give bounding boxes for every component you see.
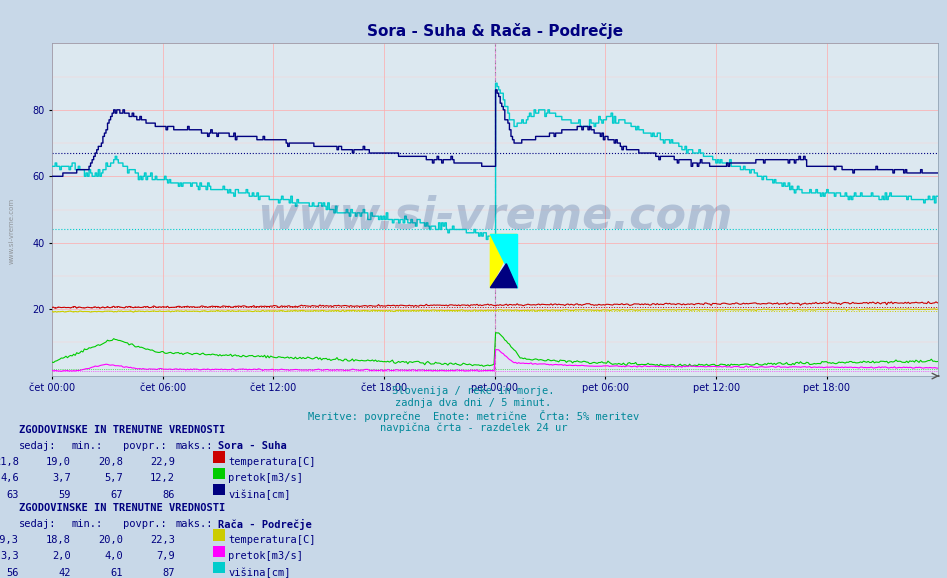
Text: min.:: min.:	[71, 441, 102, 451]
Text: višina[cm]: višina[cm]	[228, 568, 291, 578]
Text: povpr.:: povpr.:	[123, 441, 167, 451]
Text: 20,0: 20,0	[98, 535, 123, 545]
Text: 20,8: 20,8	[98, 457, 123, 467]
Text: 67: 67	[111, 490, 123, 499]
Text: 22,9: 22,9	[151, 457, 175, 467]
Text: 56: 56	[7, 568, 19, 577]
Text: pretok[m3/s]: pretok[m3/s]	[228, 551, 303, 561]
Text: temperatura[C]: temperatura[C]	[228, 457, 315, 467]
Text: višina[cm]: višina[cm]	[228, 490, 291, 500]
Text: 87: 87	[163, 568, 175, 577]
Text: 5,7: 5,7	[104, 473, 123, 483]
Text: 18,8: 18,8	[46, 535, 71, 545]
Text: maks.:: maks.:	[175, 519, 213, 529]
Text: 61: 61	[111, 568, 123, 577]
Text: 21,8: 21,8	[0, 457, 19, 467]
Text: pretok[m3/s]: pretok[m3/s]	[228, 473, 303, 483]
Text: povpr.:: povpr.:	[123, 519, 167, 529]
Text: ZGODOVINSKE IN TRENUTNE VREDNOSTI: ZGODOVINSKE IN TRENUTNE VREDNOSTI	[19, 425, 225, 435]
Text: navpična črta - razdelek 24 ur: navpična črta - razdelek 24 ur	[380, 423, 567, 433]
Text: 12,2: 12,2	[151, 473, 175, 483]
Polygon shape	[491, 264, 517, 288]
Polygon shape	[491, 235, 517, 288]
Text: www.si-vreme.com: www.si-vreme.com	[9, 198, 14, 264]
Text: sedaj:: sedaj:	[19, 519, 57, 529]
Text: min.:: min.:	[71, 519, 102, 529]
Polygon shape	[491, 235, 517, 288]
Text: 7,9: 7,9	[156, 551, 175, 561]
Text: 4,0: 4,0	[104, 551, 123, 561]
Text: 42: 42	[59, 568, 71, 577]
Text: 2,0: 2,0	[52, 551, 71, 561]
Text: ZGODOVINSKE IN TRENUTNE VREDNOSTI: ZGODOVINSKE IN TRENUTNE VREDNOSTI	[19, 503, 225, 513]
Text: maks.:: maks.:	[175, 441, 213, 451]
Text: Meritve: povprečne  Enote: metrične  Črta: 5% meritev: Meritve: povprečne Enote: metrične Črta:…	[308, 410, 639, 423]
Text: 19,3: 19,3	[0, 535, 19, 545]
Text: zadnja dva dni / 5 minut.: zadnja dva dni / 5 minut.	[396, 398, 551, 408]
Text: 86: 86	[163, 490, 175, 499]
Text: 19,0: 19,0	[46, 457, 71, 467]
Text: temperatura[C]: temperatura[C]	[228, 535, 315, 545]
Text: 22,3: 22,3	[151, 535, 175, 545]
Text: 3,3: 3,3	[0, 551, 19, 561]
Text: Slovenija / reke in morje.: Slovenija / reke in morje.	[392, 386, 555, 396]
Title: Sora - Suha & Rača - Podrečje: Sora - Suha & Rača - Podrečje	[366, 23, 623, 39]
Text: sedaj:: sedaj:	[19, 441, 57, 451]
Text: 4,6: 4,6	[0, 473, 19, 483]
Text: Sora - Suha: Sora - Suha	[218, 441, 287, 451]
Text: 3,7: 3,7	[52, 473, 71, 483]
Text: www.si-vreme.com: www.si-vreme.com	[257, 195, 733, 238]
Text: 63: 63	[7, 490, 19, 499]
Text: 59: 59	[59, 490, 71, 499]
Text: Rača - Podrečje: Rača - Podrečje	[218, 519, 312, 530]
